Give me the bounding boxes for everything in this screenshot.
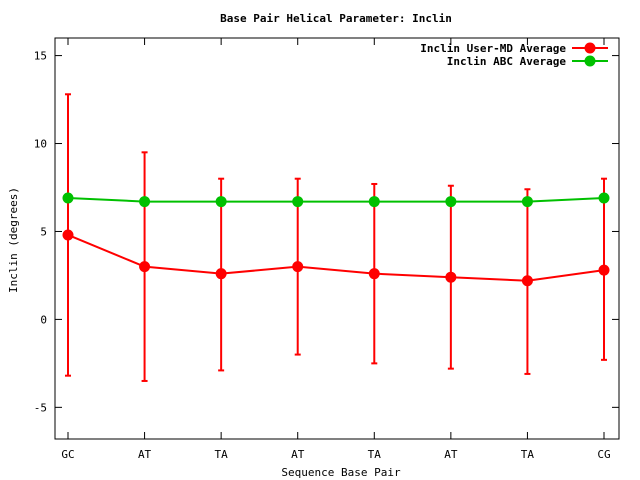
data-point-abc [598,192,610,204]
data-point-user-md [139,261,151,273]
x-tick-label: TA [521,448,535,461]
data-point-user-md [215,268,227,280]
data-point-abc [445,196,457,208]
data-point-user-md [62,229,74,241]
legend-label-user-md: Inclin User-MD Average [420,42,566,55]
y-tick-label: 15 [34,50,47,63]
legend-marker-abc [584,55,596,67]
x-axis: GC AT TA AT TA AT TA CG [61,38,611,461]
x-axis-label: Sequence Base Pair [281,466,401,479]
x-tick-label: AT [291,448,305,461]
data-point-abc [521,196,533,208]
y-axis-label: Inclin (degrees) [7,187,20,293]
x-tick-label: AT [138,448,152,461]
legend-label-abc: Inclin ABC Average [447,55,567,68]
data-point-abc [215,196,227,208]
y-tick-label: -5 [34,401,47,414]
y-tick-label: 0 [40,313,47,326]
x-tick-label: TA [368,448,382,461]
series-line-user-md [67,234,605,282]
data-point-user-md [368,268,380,280]
x-tick-label: TA [215,448,229,461]
data-point-abc [368,196,380,208]
chart-title: Base Pair Helical Parameter: Inclin [220,12,452,25]
data-point-user-md [292,261,304,273]
y-tick-label: 5 [40,225,47,238]
plot-area-frame [54,37,620,440]
x-tick-label: CG [597,448,610,461]
data-point-user-md [598,264,610,276]
data-point-user-md [521,275,533,287]
data-point-user-md [445,271,457,283]
y-axis: 15 10 5 0 -5 [34,50,619,414]
legend: Inclin User-MD Average Inclin ABC Averag… [420,42,608,68]
series-line-abc [67,197,605,203]
series-layer [62,93,610,382]
data-point-abc [292,196,304,208]
x-tick-label: GC [61,448,74,461]
legend-marker-user-md [584,42,596,54]
y-tick-label: 10 [34,138,47,151]
data-point-abc [139,196,151,208]
data-point-abc [62,192,74,204]
x-tick-label: AT [444,448,458,461]
